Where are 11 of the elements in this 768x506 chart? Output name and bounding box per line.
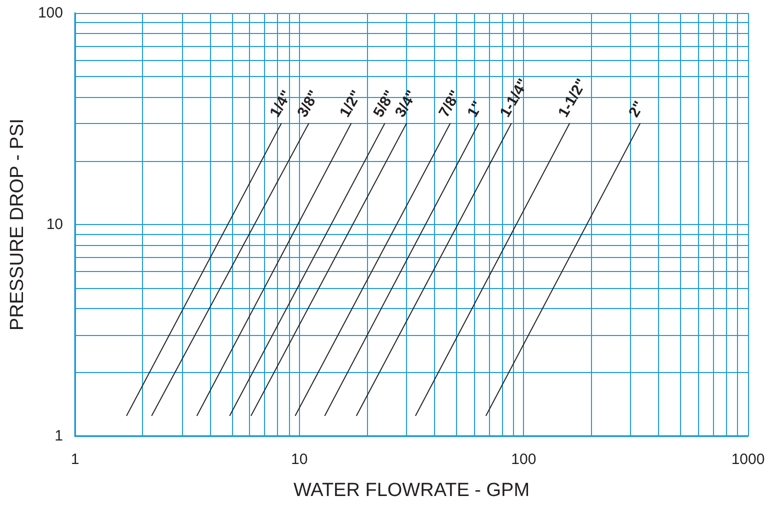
y-tick-label: 1 (54, 428, 63, 444)
x-axis-title: WATER FLOWRATE - GPM (293, 480, 530, 501)
text: 2" (625, 98, 648, 120)
x-tick-label: 100 (511, 451, 536, 468)
y-tick-label: 100 (38, 4, 63, 22)
x-tick-label: 1000 (731, 451, 765, 468)
y-axis-title: PRESSURE DROP - PSI (7, 118, 28, 330)
x-tick-label: 1 (70, 451, 80, 468)
x-tick-label: 10 (290, 451, 308, 468)
text: 1" (464, 98, 487, 120)
y-tick-label: 10 (46, 216, 63, 233)
